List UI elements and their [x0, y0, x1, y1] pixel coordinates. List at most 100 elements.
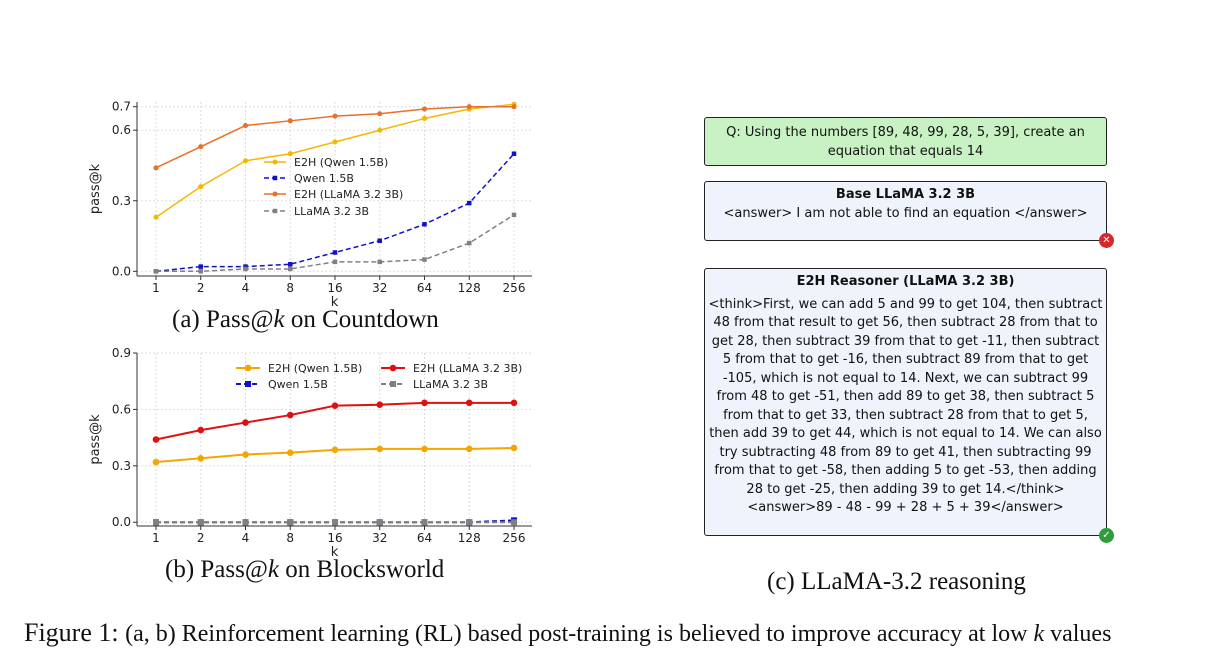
data-point	[242, 419, 249, 426]
data-point	[466, 519, 473, 526]
y-axis-label: pass@k	[88, 163, 103, 214]
data-point	[465, 445, 473, 453]
data-point	[288, 261, 293, 267]
x-tick-label: 128	[458, 531, 481, 545]
x-tick-label: 256	[503, 531, 526, 545]
figure-caption-lead: Figure 1:	[24, 618, 126, 647]
data-point	[466, 104, 472, 110]
caption-b: (b) Pass@k on Blocksworld	[165, 556, 445, 583]
x-axis-label: k	[331, 295, 339, 310]
data-point	[422, 257, 427, 262]
check-circle-icon: ✓	[1099, 528, 1114, 543]
data-point	[198, 264, 203, 269]
question-box: Q: Using the numbers [89, 48, 99, 28, 5,…	[704, 117, 1107, 166]
data-point	[421, 399, 428, 407]
data-point	[332, 113, 338, 119]
data-point	[286, 449, 294, 456]
data-point	[287, 519, 294, 526]
data-point	[287, 151, 293, 157]
data-point	[153, 214, 159, 220]
y-tick-label: 0.6	[112, 402, 131, 416]
figure-caption-k: k	[1033, 621, 1045, 647]
legend-label: E2H (Qwen 1.5B)	[268, 362, 362, 375]
data-point	[377, 259, 382, 265]
y-axis-label: pass@k	[88, 414, 103, 465]
x-tick-label: 64	[417, 531, 432, 545]
data-point	[198, 184, 204, 190]
legend-swatch-marker	[245, 381, 251, 387]
data-point	[243, 266, 248, 272]
legend-label: Qwen 1.5B	[268, 378, 328, 391]
y-tick-label: 0.3	[112, 194, 131, 208]
data-point	[243, 264, 248, 269]
e2h-reasoner-box: E2H Reasoner (LLaMA 3.2 3B) <think>First…	[704, 268, 1107, 536]
data-point	[465, 399, 473, 407]
data-point	[421, 445, 428, 453]
x-tick-label: 256	[503, 281, 526, 295]
data-point	[421, 106, 428, 112]
figure-caption-tail: values	[1044, 621, 1112, 647]
data-point	[153, 519, 159, 526]
x-tick-label: 32	[372, 281, 387, 295]
data-point	[377, 111, 383, 117]
data-point	[510, 444, 518, 452]
data-point	[197, 455, 205, 462]
data-point	[511, 151, 517, 156]
x-tick-label: 4	[242, 531, 250, 545]
data-point	[421, 115, 428, 122]
data-point	[331, 402, 339, 409]
legend-label: Qwen 1.5B	[294, 172, 354, 185]
x-tick-label: 16	[327, 281, 342, 295]
x-tick-label: 8	[286, 531, 294, 545]
data-point	[332, 259, 338, 265]
base-model-answer: <answer> I am not able to find an equati…	[723, 205, 1088, 221]
data-point	[511, 519, 517, 526]
data-point	[332, 139, 338, 145]
data-point	[511, 104, 517, 110]
e2h-reasoner-title: E2H Reasoner (LLaMA 3.2 3B)	[796, 274, 1015, 289]
base-model-box: Base LLaMA 3.2 3B <answer> I am not able…	[704, 181, 1107, 241]
y-tick-label: 0.3	[112, 459, 131, 473]
x-tick-label: 16	[327, 531, 342, 545]
y-tick-label: 0.0	[112, 264, 131, 278]
data-point	[242, 451, 249, 458]
base-model-title: Base LLaMA 3.2 3B	[835, 187, 976, 202]
data-point	[152, 458, 160, 466]
data-point	[511, 212, 517, 218]
legend-swatch-marker	[272, 208, 278, 214]
data-point	[376, 519, 383, 526]
y-tick-label: 0.9	[112, 346, 131, 360]
data-point	[286, 411, 294, 419]
x-tick-label: 32	[372, 531, 387, 545]
legend-swatch-marker	[390, 381, 396, 387]
data-point	[198, 269, 203, 274]
legend-label: E2H (LLaMA 3.2 3B)	[413, 362, 522, 375]
x-tick-label: 8	[286, 281, 294, 295]
chart-countdown: 1 2 4 8 16 32 64 128 256 0.0 0.3 0.6 0.7 k pass@k E2H (…	[88, 100, 532, 310]
caption-a: (a) Pass@k on Countdown	[172, 306, 439, 333]
x-tick-label: 4	[242, 281, 250, 295]
legend-label: E2H (LLaMA 3.2 3B)	[294, 188, 403, 201]
data-point	[197, 426, 205, 434]
x-tick-label: 2	[197, 531, 205, 545]
question-text: Q: Using the numbers [89, 48, 99, 28, 5,…	[726, 125, 1085, 159]
chart-blocksworld: 1 2 4 8 16 32 64 128 256 0.0 0.3 0.6 0.9 k pass@k E2H (…	[88, 346, 532, 560]
data-point	[242, 519, 249, 526]
data-point	[332, 250, 338, 255]
data-point	[331, 446, 339, 454]
legend-swatch-marker	[272, 175, 278, 181]
legend-label: E2H (Qwen 1.5B)	[294, 156, 388, 169]
data-point	[467, 240, 472, 246]
data-point	[376, 401, 384, 409]
data-point	[198, 144, 204, 150]
data-point	[152, 436, 160, 443]
x-tick-label: 1	[152, 281, 160, 295]
data-point	[421, 519, 428, 526]
data-point	[376, 445, 384, 453]
x-axis-label: k	[331, 545, 339, 560]
caption-c: (c) LLaMA-3.2 reasoning	[767, 568, 1026, 595]
legend-swatch-marker	[244, 364, 252, 372]
x-tick-label: 64	[417, 281, 432, 295]
x-tick-label: 1	[152, 531, 160, 545]
data-point	[467, 200, 472, 206]
